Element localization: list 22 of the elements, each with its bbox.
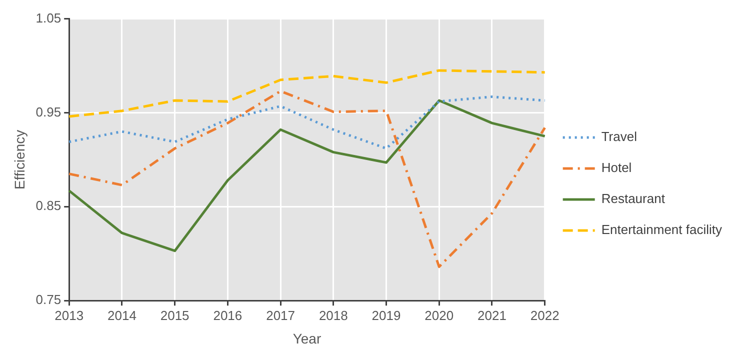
y-tick-label: 0.75 (36, 292, 62, 308)
legend-label: Entertainment facility (601, 222, 722, 238)
legend-label: Travel (601, 129, 638, 144)
x-tick-label: 2020 (424, 308, 454, 323)
y-tick-label: 0.85 (36, 198, 62, 214)
legend-label: Hotel (601, 160, 632, 176)
x-tick-label: 2022 (530, 308, 560, 323)
x-tick-label: 2013 (54, 308, 84, 323)
x-tick-label: 2018 (318, 308, 348, 323)
x-tick-label: 2019 (372, 308, 401, 323)
x-tick-label: 2016 (213, 308, 242, 323)
y-tick-label: 1.05 (36, 10, 62, 26)
y-tick-label: 0.95 (36, 104, 62, 120)
x-tick-label: 2021 (478, 308, 506, 323)
line-series (68, 96, 546, 150)
line-series (68, 69, 546, 118)
y-axis-title: Efficiency (11, 130, 28, 190)
x-tick-label: 2017 (266, 308, 295, 323)
x-tick-label: 2014 (108, 308, 136, 323)
x-tick-label: 2015 (160, 308, 190, 323)
x-axis-title: Year (292, 330, 322, 346)
legend-label: Restaurant (601, 191, 666, 206)
